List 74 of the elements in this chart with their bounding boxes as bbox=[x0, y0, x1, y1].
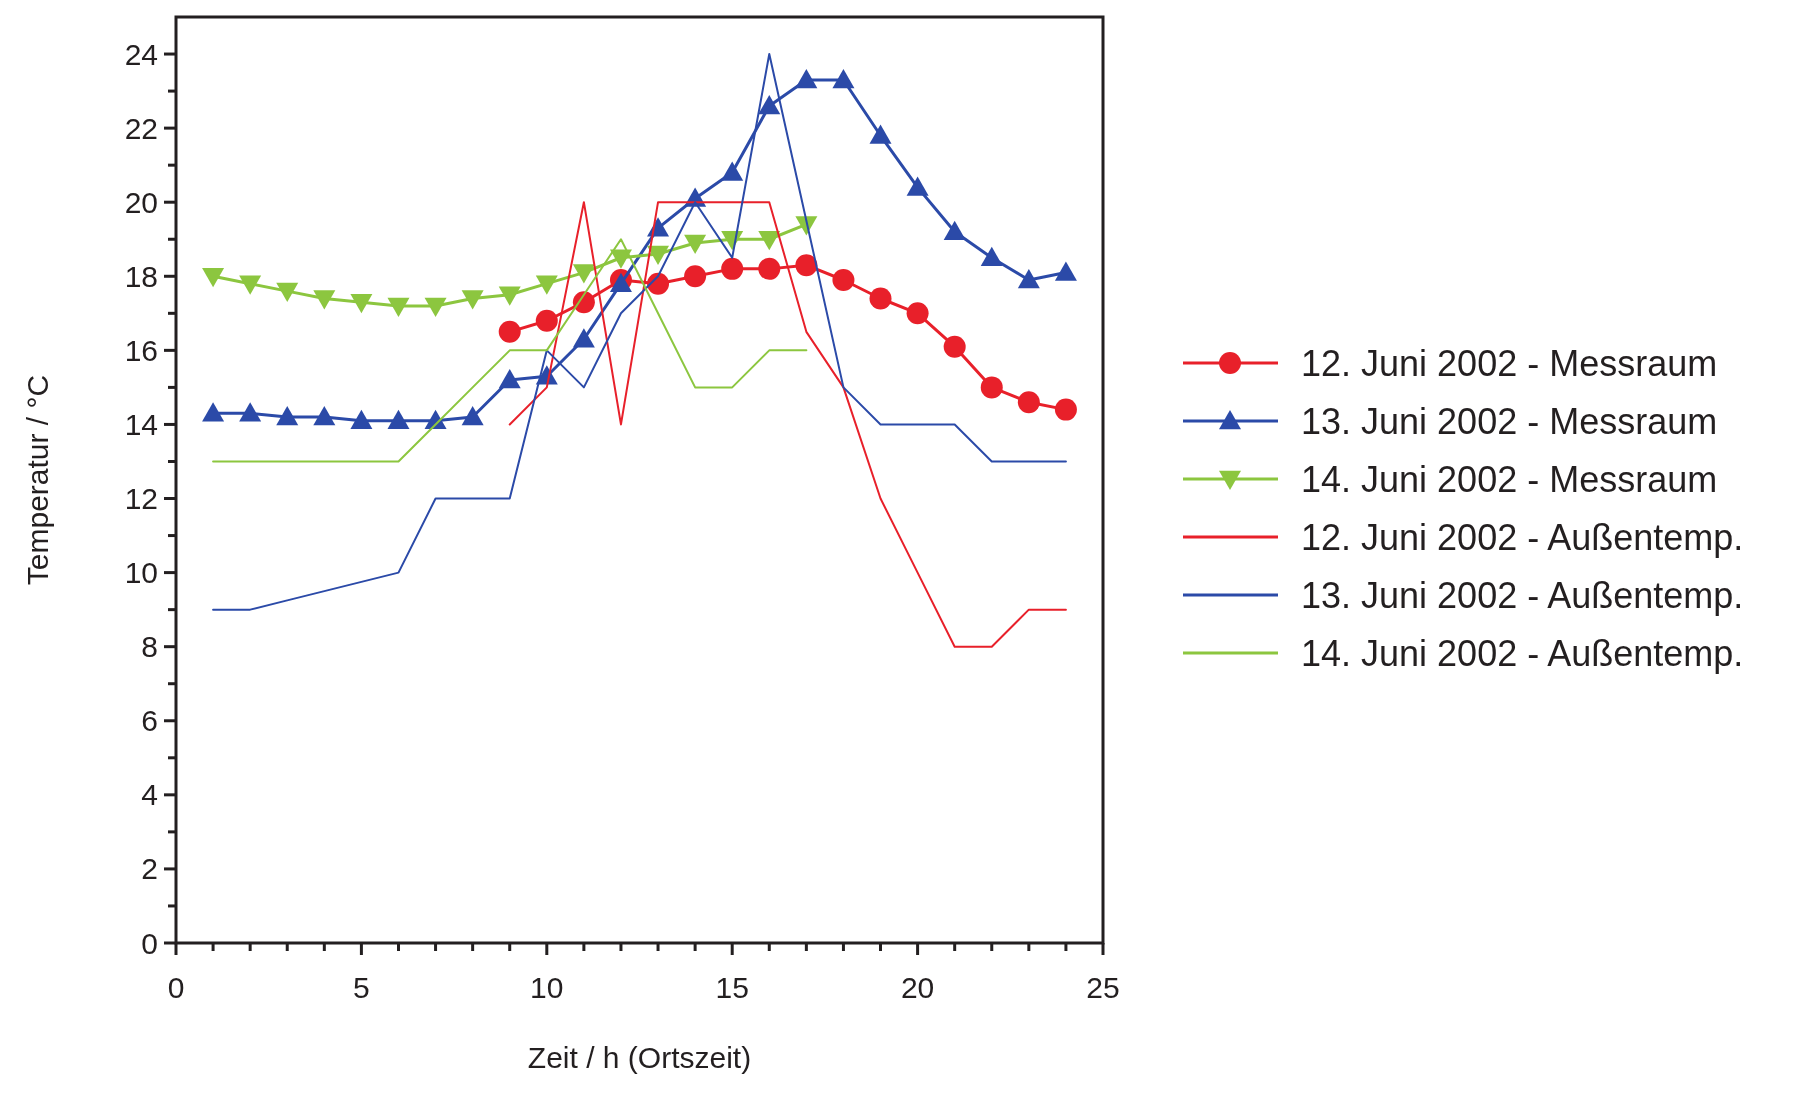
point bbox=[498, 286, 521, 306]
y-tick-label: 10 bbox=[124, 556, 158, 590]
point bbox=[832, 68, 855, 89]
point bbox=[276, 282, 299, 303]
point bbox=[758, 257, 781, 280]
point bbox=[795, 254, 818, 277]
y-tick-label: 14 bbox=[124, 407, 158, 441]
x-tick-label: 5 bbox=[353, 971, 370, 1004]
y-tick-label: 24 bbox=[124, 37, 158, 71]
point bbox=[906, 176, 929, 196]
x-tick-label: 10 bbox=[530, 971, 564, 1004]
point bbox=[758, 94, 781, 115]
point bbox=[943, 335, 966, 358]
legend-label: 12. Juni 2002 - Außentemp. bbox=[1301, 516, 1744, 558]
point bbox=[350, 293, 373, 314]
line-series bbox=[212, 53, 1067, 611]
point bbox=[869, 287, 892, 310]
point bbox=[1054, 398, 1077, 421]
x-tick-label: 20 bbox=[900, 971, 935, 1004]
point bbox=[202, 402, 225, 422]
y-axis-title: Temperatur / °C bbox=[21, 374, 54, 586]
legend-label: 14. Juni 2002 - Messraum bbox=[1301, 458, 1718, 500]
point bbox=[572, 328, 595, 348]
legend-label: 12. Juni 2002 - Messraum bbox=[1301, 342, 1718, 384]
point bbox=[498, 368, 521, 389]
point bbox=[276, 406, 299, 426]
point bbox=[461, 406, 484, 426]
y-tick-label: 16 bbox=[124, 333, 158, 367]
x-tick-label: 25 bbox=[1086, 971, 1120, 1004]
y-tick-label: 4 bbox=[141, 778, 158, 812]
point bbox=[535, 275, 558, 295]
x-tick-label: 15 bbox=[715, 971, 749, 1004]
point bbox=[795, 68, 818, 89]
point bbox=[980, 376, 1003, 399]
point bbox=[313, 406, 336, 426]
point bbox=[498, 320, 521, 343]
point bbox=[980, 246, 1003, 267]
point bbox=[1017, 391, 1040, 414]
point bbox=[461, 290, 484, 310]
point bbox=[239, 275, 262, 295]
point bbox=[572, 264, 595, 284]
point bbox=[684, 265, 707, 288]
y-tick-label: 20 bbox=[124, 185, 158, 219]
point bbox=[387, 409, 410, 429]
legend-label: 13. Juni 2002 - Außentemp. bbox=[1301, 574, 1744, 616]
point bbox=[647, 245, 670, 266]
x-axis-title: Zeit / h (Ortszeit) bbox=[527, 1041, 752, 1074]
point bbox=[313, 290, 336, 310]
point bbox=[684, 234, 707, 254]
point bbox=[202, 268, 225, 288]
point bbox=[721, 161, 744, 181]
y-tick-label: 22 bbox=[124, 111, 158, 145]
point bbox=[1054, 261, 1077, 281]
y-tick-label: 0 bbox=[141, 926, 158, 960]
point bbox=[350, 409, 373, 429]
point bbox=[424, 297, 447, 317]
point bbox=[239, 402, 262, 422]
point bbox=[943, 220, 966, 241]
point bbox=[535, 309, 558, 332]
point bbox=[758, 230, 781, 251]
point bbox=[387, 297, 410, 317]
legend-label: 14. Juni 2002 - Außentemp. bbox=[1301, 632, 1744, 674]
point bbox=[721, 257, 744, 280]
point bbox=[869, 124, 892, 144]
x-tick-label: 0 bbox=[167, 971, 185, 1004]
y-tick-label: 2 bbox=[141, 852, 158, 886]
y-tick-label: 6 bbox=[141, 704, 158, 738]
point bbox=[906, 302, 929, 325]
legend-label: 13. Juni 2002 - Messraum bbox=[1301, 400, 1718, 442]
y-tick-label: 8 bbox=[141, 630, 158, 664]
y-tick-label: 12 bbox=[124, 482, 158, 516]
y-tick-label: 18 bbox=[124, 259, 158, 293]
point bbox=[1017, 268, 1040, 289]
point bbox=[832, 268, 855, 291]
